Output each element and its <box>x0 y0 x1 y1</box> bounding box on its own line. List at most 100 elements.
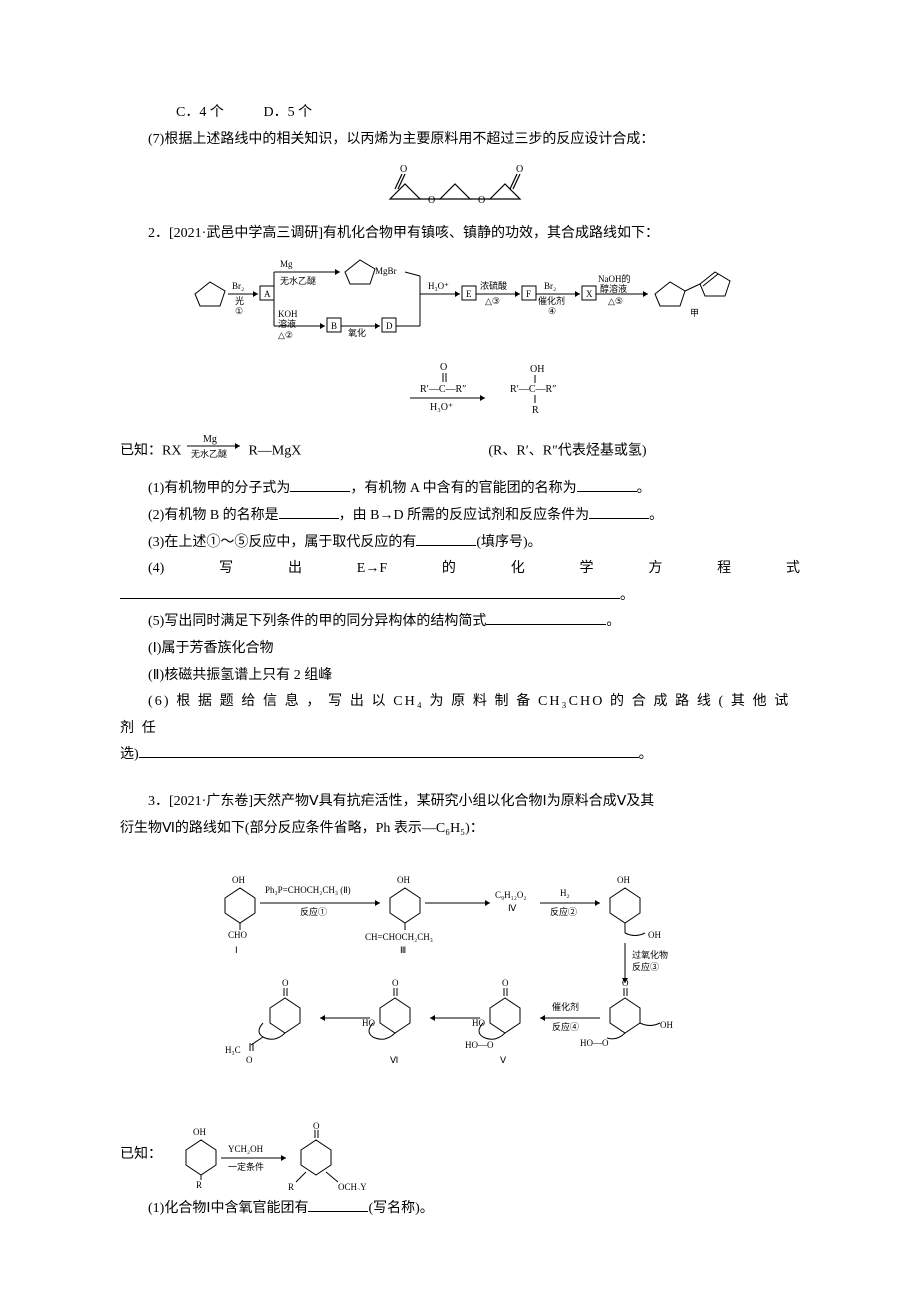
q1-options: C．4 个 D．5 个 <box>120 100 800 127</box>
p3-title-a: 3．[2021·广东卷]天然产物Ⅴ具有抗疟活性，某研究小组以化合物Ⅰ为原料合成Ⅴ… <box>120 789 800 816</box>
p2-q5: (5)写出同时满足下列条件的甲的同分异构体的结构简式 。 <box>120 609 800 636</box>
problem-2-scheme: Br₂光① A Mg无水乙醚 MgBr KOH溶液△② B 氧化 D H₃O⁺ <box>120 254 800 354</box>
p3-given: 已知： OHR YCH₂OH一定条件 O R OCH₂Y <box>120 1114 800 1196</box>
svg-text:OH: OH <box>648 930 661 940</box>
svg-text:R: R <box>196 1180 202 1190</box>
svg-text:无水乙醚: 无水乙醚 <box>191 448 227 459</box>
svg-text:反应③: 反应③ <box>632 961 659 972</box>
p2-q4-t8: 程 <box>717 556 731 583</box>
svg-text:YCH₂OH: YCH₂OH <box>228 1144 264 1154</box>
svg-text:NaOH的: NaOH的 <box>598 273 631 284</box>
svg-text:OH: OH <box>232 875 245 885</box>
svg-text:HO—O: HO—O <box>465 1040 494 1050</box>
svg-text:O: O <box>282 978 289 988</box>
svg-text:浓硫酸: 浓硫酸 <box>480 280 507 291</box>
blank <box>120 584 620 599</box>
svg-text:一定条件: 一定条件 <box>228 1161 264 1172</box>
svg-text:X: X <box>586 289 593 299</box>
svg-text:④: ④ <box>548 306 556 316</box>
p2-q4: (4) 写 出 E→F 的 化 学 方 程 式 <box>120 556 800 583</box>
given-tail: (R、R′、R″代表烃基或氢) <box>488 443 646 458</box>
p2-q4-t7: 方 <box>648 556 662 583</box>
svg-text:Ph₃P=CHOCH₂CH₃ (Ⅱ): Ph₃P=CHOCH₂CH₃ (Ⅱ) <box>265 885 351 895</box>
svg-text:无水乙醚: 无水乙醚 <box>280 275 316 286</box>
p2-q4-t0: (4) <box>148 556 164 583</box>
svg-text:Br₂: Br₂ <box>232 281 244 291</box>
problem-2-title: 2．[2021·武邑中学高三调研]有机化合物甲有镇咳、镇静的功效，其合成路线如下… <box>120 221 800 248</box>
p2-q4-t3: E→F <box>357 556 387 583</box>
p2-q1: (1)有机物甲的分子式为，有机物 A 中含有的官能团的名称为。 <box>120 476 800 503</box>
p2-q6c: 。 <box>639 747 653 762</box>
svg-text:Ⅳ: Ⅳ <box>508 903 517 913</box>
svg-text:CH=CHOCH₂CH₃: CH=CHOCH₂CH₃ <box>365 932 433 942</box>
p3-q1: (1)化合物Ⅰ中含氧官能团有(写名称)。 <box>120 1196 800 1223</box>
svg-text:Mg: Mg <box>203 434 217 445</box>
given-prefix: 已知：RX <box>120 443 181 458</box>
blank <box>589 504 649 519</box>
svg-text:OCH₂Y: OCH₂Y <box>338 1182 367 1190</box>
svg-text:O: O <box>313 1121 320 1131</box>
svg-text:氧化: 氧化 <box>348 327 366 338</box>
svg-text:反应④: 反应④ <box>552 1021 579 1032</box>
q7-structure: O O O O <box>120 159 800 215</box>
svg-text:H₂: H₂ <box>560 888 570 898</box>
svg-text:HO: HO <box>362 1018 375 1028</box>
given-line: 已知：RX Mg 无水乙醚 R—MgX (R、R′、R″代表烃基或氢) <box>120 426 800 477</box>
svg-text:醇溶液: 醇溶液 <box>600 283 627 294</box>
svg-text:O: O <box>246 1055 253 1065</box>
q7-text: (7)根据上述路线中的相关知识，以丙烯为主要原料用不超过三步的反应设计合成： <box>120 127 800 154</box>
p2-q2: (2)有机物 B 的名称是 ，由 B→D 所需的反应试剂和反应条件为 。 <box>120 503 800 530</box>
svg-text:OH: OH <box>660 1020 673 1030</box>
svg-text:OH: OH <box>617 875 630 885</box>
svg-text:Mg: Mg <box>280 259 293 269</box>
svg-text:R′—C—R″: R′—C—R″ <box>510 384 556 395</box>
problem-3-scheme: OH CHO Ⅰ Ph₃P=CHOCH₂CH₃ (Ⅱ) 反应① OH CH=CHO… <box>120 848 800 1108</box>
blank <box>308 1197 368 1212</box>
svg-text:反应②: 反应② <box>550 906 577 917</box>
svg-text:OH: OH <box>530 364 544 375</box>
svg-text:Br₂: Br₂ <box>544 281 556 291</box>
p2-q2a: (2)有机物 B 的名称是 <box>148 508 279 523</box>
svg-text:O: O <box>440 362 447 373</box>
svg-text:Ⅲ: Ⅲ <box>400 945 406 955</box>
p2-q4-t2: 出 <box>288 556 302 583</box>
svg-text:①: ① <box>235 306 243 316</box>
p2-q1c: 。 <box>637 481 651 496</box>
svg-text:CHO: CHO <box>228 930 248 940</box>
svg-text:O: O <box>622 978 629 988</box>
svg-text:B: B <box>331 321 337 331</box>
svg-text:△③: △③ <box>485 296 500 306</box>
svg-text:HO: HO <box>472 1018 485 1028</box>
p2-q2b: ，由 B→D 所需的反应试剂和反应条件为 <box>339 508 589 523</box>
svg-text:R′—C—R″: R′—C—R″ <box>420 384 466 395</box>
p2-q4-t5: 化 <box>511 556 525 583</box>
svg-text:C₉H₁₂O₂: C₉H₁₂O₂ <box>495 890 527 900</box>
p2-q2c: 。 <box>649 508 663 523</box>
p2-q5a: (5)写出同时满足下列条件的甲的同分异构体的结构简式 <box>148 614 486 629</box>
svg-text:H₃O⁺: H₃O⁺ <box>428 281 449 291</box>
p2-q3b: (填序号)。 <box>476 535 541 550</box>
svg-text:甲: 甲 <box>690 308 699 318</box>
p2-q3a: (3)在上述①～⑤反应中，属于取代反应的有 <box>148 535 416 550</box>
p2-q4-blank: 。 <box>120 583 800 610</box>
p2-q1a: (1)有机物甲的分子式为 <box>148 481 290 496</box>
p2-q5c1: (Ⅰ)属于芳香族化合物 <box>120 636 800 663</box>
p2-q6b-lbl: 选) <box>120 747 139 762</box>
svg-text:反应①: 反应① <box>300 906 327 917</box>
svg-text:过氧化物: 过氧化物 <box>632 949 668 960</box>
p2-q3: (3)在上述①～⑤反应中，属于取代反应的有 (填序号)。 <box>120 530 800 557</box>
svg-text:O: O <box>392 978 399 988</box>
svg-text:△②: △② <box>278 330 293 340</box>
blank <box>416 531 476 546</box>
svg-text:E: E <box>466 289 472 299</box>
p2-q5b: 。 <box>606 614 620 629</box>
blank <box>279 504 339 519</box>
p2-q4-t6: 学 <box>580 556 594 583</box>
svg-text:H₃C: H₃C <box>225 1045 241 1055</box>
svg-text:Ⅵ: Ⅵ <box>390 1055 398 1065</box>
svg-text:O: O <box>516 164 523 175</box>
given-scheme-2: O R′—C—R″ H₃O⁺ OH R′—C—R″ R <box>120 360 800 420</box>
given-mid: R—MgX <box>248 443 301 458</box>
svg-text:KOH: KOH <box>278 309 298 319</box>
svg-text:Ⅰ: Ⅰ <box>235 945 238 955</box>
